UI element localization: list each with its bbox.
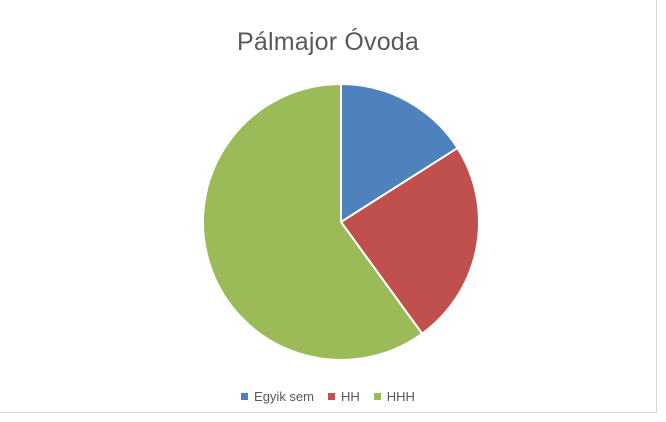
legend-swatch-hh — [328, 393, 335, 400]
chart-legend: Egyik sem HH HHH — [0, 389, 656, 404]
pie-slice-egyik-sem — [340, 83, 459, 223]
pie-slice-hh — [340, 147, 480, 335]
legend-item-hh: HH — [328, 389, 360, 404]
legend-item-hhh: HHH — [373, 389, 415, 404]
legend-label-hh: HH — [341, 389, 360, 404]
legend-swatch-hhh — [373, 393, 381, 400]
legend-item-egyik-sem: Egyik sem — [241, 389, 314, 404]
legend-label-hhh: HHH — [386, 389, 415, 404]
pie-chart — [202, 83, 480, 361]
legend-label-egyik-sem: Egyik sem — [254, 389, 314, 404]
chart-frame: Pálmajor Óvoda Egyik sem HH HHH — [0, 0, 657, 413]
chart-title: Pálmajor Óvoda — [236, 28, 420, 56]
legend-swatch-egyik-sem — [241, 393, 249, 400]
pie-slice-hhh — [202, 83, 424, 361]
